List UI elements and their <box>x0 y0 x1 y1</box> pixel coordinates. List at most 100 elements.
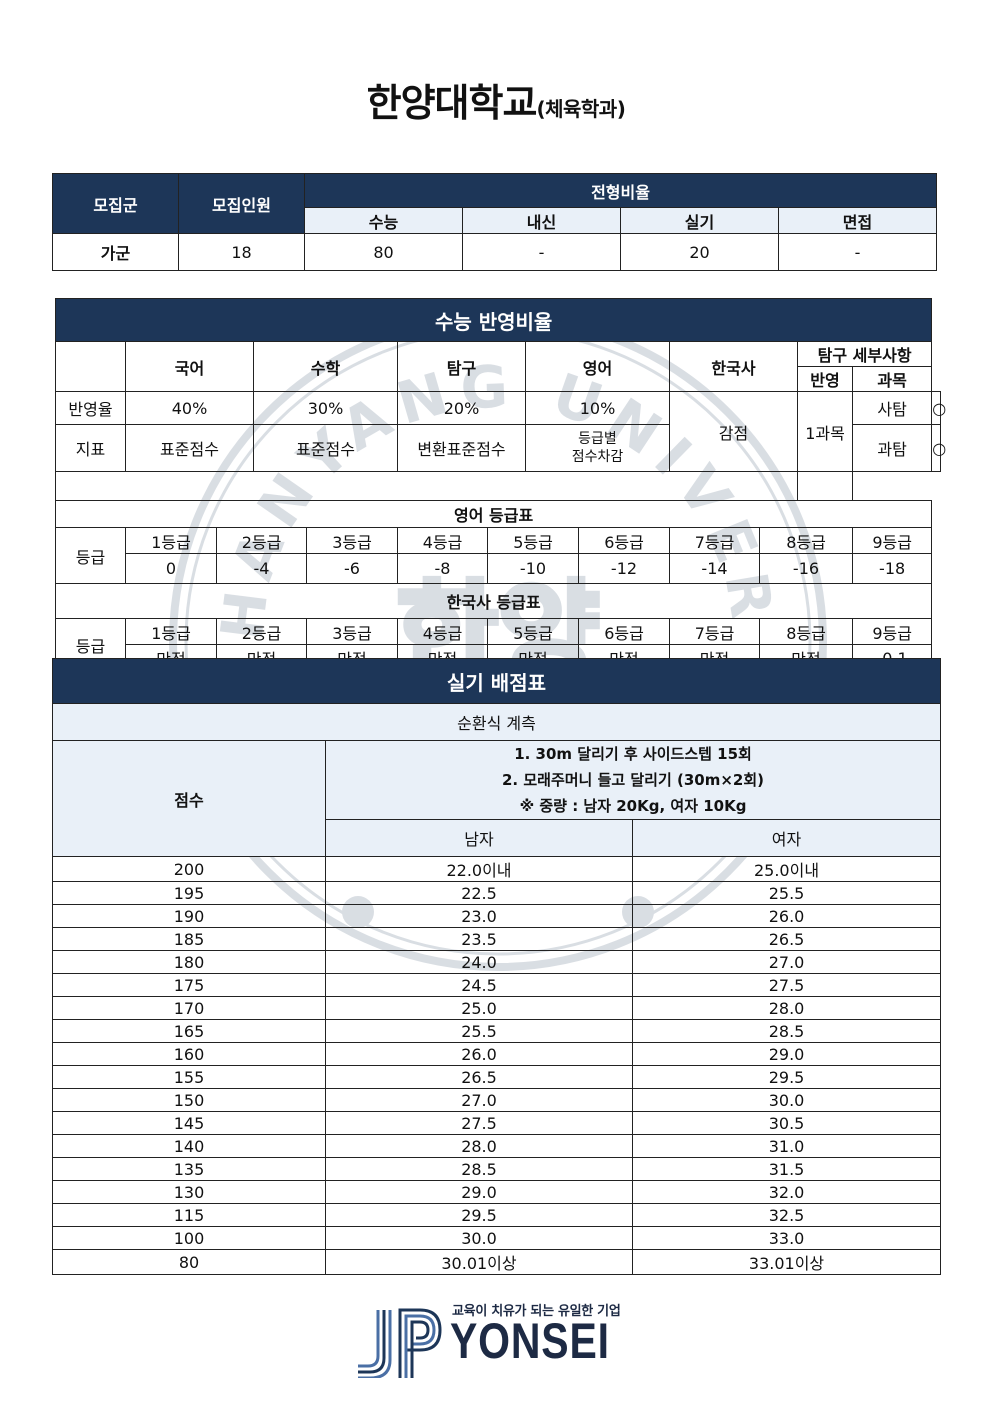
rate-korean: 40% <box>125 391 254 425</box>
english-grade-8: 8등급 <box>759 527 853 554</box>
score-cell: 135 <box>52 1157 326 1181</box>
table-row: 180 24.0 27.0 <box>52 950 942 974</box>
score-cell: 165 <box>52 1019 326 1043</box>
female-record-cell: 27.0 <box>631 950 942 974</box>
history-method: 감점 <box>669 391 798 472</box>
rate-tamgu: 20% <box>397 391 526 425</box>
measure-method: 순환식 계측 <box>51 703 942 741</box>
header-suneung: 수능 <box>304 207 463 234</box>
cell-count: 18 <box>178 233 305 271</box>
score-cell: 130 <box>52 1180 326 1204</box>
history-grade-1: 1등급 <box>125 618 217 645</box>
index-english: 등급별 점수차감 <box>525 424 670 472</box>
suneung-table: 수능 반영비율 국어 수학 탐구 영어 한국사 탐구 세부사항 반영 과목 반영… <box>54 298 946 672</box>
male-record-cell: 25.5 <box>325 1019 633 1043</box>
table-row: 150 27.0 30.0 <box>52 1088 942 1112</box>
page-title: 한양대학교(체육학과) <box>0 72 992 127</box>
male-record-cell: 30.0 <box>325 1226 633 1250</box>
female-header: 여자 <box>631 819 942 857</box>
score-header: 점수 <box>52 740 326 857</box>
score-cell: 80 <box>52 1249 326 1275</box>
admission-table: 모집군 모집인원 전형비율 수능 내신 실기 면접 가군 18 80 - 20 … <box>52 173 938 271</box>
score-cell: 155 <box>52 1065 326 1089</box>
tamgu-mark-social: ○ <box>931 391 946 425</box>
score-cell: 160 <box>52 1042 326 1066</box>
score-cell: 175 <box>52 973 326 997</box>
rate-english: 10% <box>525 391 670 425</box>
header-interview: 면접 <box>777 207 938 234</box>
history-grade-8: 8등급 <box>759 618 853 645</box>
header-naesin: 내신 <box>462 207 621 234</box>
male-record-cell: 27.0 <box>325 1088 633 1112</box>
english-score-9: -18 <box>851 553 933 584</box>
english-grade-6: 6등급 <box>578 527 670 554</box>
female-record-cell: 31.0 <box>631 1134 942 1158</box>
male-record-cell: 24.5 <box>325 973 633 997</box>
history-grade-4: 4등급 <box>397 618 488 645</box>
male-record-cell: 29.0 <box>325 1180 633 1204</box>
english-grade-1: 1등급 <box>125 527 217 554</box>
table-row: 165 25.5 28.5 <box>52 1019 942 1043</box>
tamgu-type-science: 과탐 <box>851 424 933 472</box>
male-record-cell: 28.0 <box>325 1134 633 1158</box>
english-grade-7: 7등급 <box>669 527 760 554</box>
index-english-line2: 점수차감 <box>571 449 624 465</box>
male-record-cell: 24.0 <box>325 950 633 974</box>
male-record-cell: 25.0 <box>325 996 633 1020</box>
female-record-cell: 32.5 <box>631 1203 942 1227</box>
female-record-cell: 29.5 <box>631 1065 942 1089</box>
cell-group: 가군 <box>52 233 179 271</box>
history-grade-2: 2등급 <box>216 618 307 645</box>
english-score-5: -10 <box>487 553 579 584</box>
subject-tamgu: 탐구 <box>397 341 526 392</box>
table-row: 160 26.0 29.0 <box>52 1042 942 1066</box>
male-record-cell: 23.0 <box>325 904 633 928</box>
event-description: 1. 30m 달리기 후 사이드스텝 15회 2. 모래주머니 들고 달리기 (… <box>324 740 942 820</box>
cell-silgi: 20 <box>620 233 779 271</box>
subject-korean: 국어 <box>125 341 254 392</box>
table-row: 170 25.0 28.0 <box>52 996 942 1020</box>
table-row: 115 29.5 32.5 <box>52 1203 942 1227</box>
female-record-cell: 25.5 <box>631 881 942 905</box>
score-cell: 150 <box>52 1088 326 1112</box>
female-record-cell: 28.5 <box>631 1019 942 1043</box>
table-row: 135 28.5 31.5 <box>52 1157 942 1181</box>
female-record-cell: 30.0 <box>631 1088 942 1112</box>
history-grade-6: 6등급 <box>578 618 670 645</box>
english-grade-9: 9등급 <box>851 527 933 554</box>
female-record-cell: 33.01이상 <box>631 1249 942 1275</box>
male-header: 남자 <box>325 819 633 857</box>
female-record-cell: 32.0 <box>631 1180 942 1204</box>
title-sub: (체육학과) <box>536 97 626 121</box>
female-record-cell: 26.5 <box>631 927 942 951</box>
score-cell: 100 <box>52 1226 326 1250</box>
event-line-1: 1. 30m 달리기 후 사이드스텝 15회 <box>514 745 752 763</box>
male-record-cell: 27.5 <box>325 1111 633 1135</box>
english-score-7: -14 <box>669 553 760 584</box>
female-record-cell: 26.0 <box>631 904 942 928</box>
score-cell: 140 <box>52 1134 326 1158</box>
tamgu-type-social: 사탐 <box>851 391 933 425</box>
title-main: 한양대학교 <box>366 81 538 125</box>
table-row: 185 23.5 26.5 <box>52 927 942 951</box>
reflect-count: 1과목 <box>797 391 853 472</box>
english-score-1: 0 <box>125 553 217 584</box>
table-row: 155 26.5 29.5 <box>52 1065 942 1089</box>
female-record-cell: 33.0 <box>631 1226 942 1250</box>
cell-interview: - <box>777 233 938 271</box>
female-record-cell: 31.5 <box>631 1157 942 1181</box>
score-cell: 195 <box>52 881 326 905</box>
english-score-2: -4 <box>216 553 307 584</box>
footer-brand: YONSEI <box>450 1313 610 1369</box>
index-korean: 표준점수 <box>125 424 254 472</box>
history-grade-9: 9등급 <box>851 618 933 645</box>
table-row: 140 28.0 31.0 <box>52 1134 942 1158</box>
history-grade-3: 3등급 <box>306 618 398 645</box>
event-line-3: ※ 중량 : 남자 20Kg, 여자 10Kg <box>519 797 747 815</box>
female-record-cell: 27.5 <box>631 973 942 997</box>
score-cell: 190 <box>52 904 326 928</box>
header-silgi: 실기 <box>620 207 779 234</box>
english-score-4: -8 <box>397 553 488 584</box>
event-line-2: 2. 모래주머니 들고 달리기 (30m×2회) <box>501 771 765 789</box>
table-row: 80 30.01이상 33.01이상 <box>52 1249 942 1275</box>
